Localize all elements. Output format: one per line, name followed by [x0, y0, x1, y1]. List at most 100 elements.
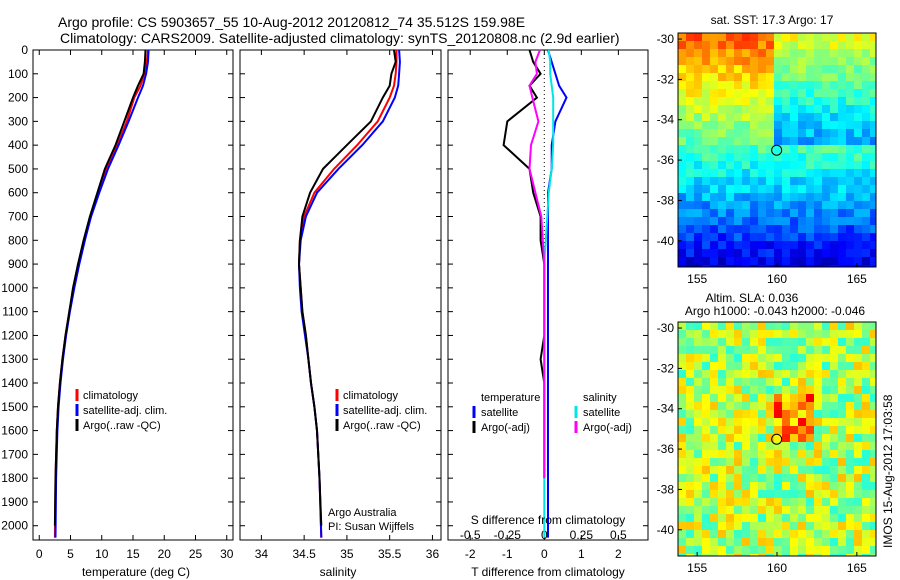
heatmap-cell — [678, 370, 687, 379]
heatmap-cell — [702, 137, 711, 146]
heatmap-cell — [726, 73, 735, 82]
heatmap-cell — [702, 554, 711, 556]
heatmap-cell — [854, 450, 863, 459]
heatmap-cell — [678, 265, 687, 267]
heatmap-cell — [742, 169, 751, 178]
heatmap-cell — [758, 522, 767, 531]
heatmap-cell — [806, 217, 815, 226]
heatmap-cell — [734, 105, 743, 114]
heatmap-cell — [718, 209, 727, 218]
heatmap-cell — [758, 129, 767, 138]
heatmap-cell — [750, 257, 759, 266]
heatmap-cell — [830, 490, 839, 499]
heatmap-cell — [814, 482, 823, 491]
heatmap-cell — [766, 65, 775, 74]
heatmap-cell — [750, 410, 759, 419]
heatmap-cell — [742, 482, 751, 491]
heatmap-cell — [678, 161, 687, 170]
heatmap-cell — [822, 530, 831, 539]
heatmap-cell — [734, 330, 743, 339]
heatmap-cell — [870, 322, 876, 331]
heatmap-cell — [782, 394, 791, 403]
heatmap-cell — [758, 410, 767, 419]
heatmap-cell — [734, 257, 743, 266]
y-tick-label: 900 — [8, 257, 28, 271]
heatmap-cell — [734, 113, 743, 122]
heatmap-cell — [718, 217, 727, 226]
y-tick-label: 100 — [8, 67, 28, 81]
heatmap-cell — [726, 209, 735, 218]
heatmap-cell — [806, 474, 815, 483]
heatmap-cell — [702, 225, 711, 234]
heatmap-cell — [798, 145, 807, 154]
heatmap-cell — [774, 370, 783, 379]
heatmap-cell — [750, 161, 759, 170]
heatmap-cell — [766, 362, 775, 371]
heatmap-cell — [862, 153, 871, 162]
legend-entry: satellite — [583, 407, 620, 419]
x-tick-label: 0 — [36, 547, 43, 561]
x-tick-label: -2 — [465, 547, 476, 561]
heatmap-cell — [766, 225, 775, 234]
heatmap-cell — [678, 362, 687, 371]
heatmap-cell — [718, 538, 727, 547]
heatmap-cell — [726, 113, 735, 122]
heatmap-cell — [870, 249, 876, 258]
heatmap-cell — [862, 378, 871, 387]
heatmap-cell — [830, 450, 839, 459]
heatmap-cell — [806, 113, 815, 122]
heatmap-cell — [838, 201, 847, 210]
heatmap-cell — [814, 450, 823, 459]
heatmap-cell — [742, 225, 751, 234]
heatmap-cell — [838, 105, 847, 114]
heatmap-cell — [766, 346, 775, 355]
heatmap-cell — [806, 322, 815, 331]
heatmap-cell — [726, 514, 735, 523]
top-x-tick-label: 0.5 — [610, 528, 627, 542]
heatmap-cell — [694, 338, 703, 347]
heatmap-cell — [822, 153, 831, 162]
heatmap-cell — [822, 442, 831, 451]
heatmap-cell — [758, 73, 767, 82]
heatmap-cell — [694, 386, 703, 395]
top-x-tick-label: 0.25 — [570, 528, 594, 542]
heatmap-cell — [766, 105, 775, 114]
heatmap-cell — [830, 105, 839, 114]
heatmap-cell — [830, 394, 839, 403]
heatmap-cell — [830, 322, 839, 331]
heatmap-cell — [846, 482, 855, 491]
y-tick-label: 1400 — [1, 376, 28, 390]
heatmap-cell — [750, 426, 759, 435]
heatmap-cell — [742, 201, 751, 210]
heatmap-cell — [862, 233, 871, 242]
heatmap-cell — [830, 426, 839, 435]
x-tick-label: 5 — [67, 547, 74, 561]
heatmap-cell — [702, 89, 711, 98]
heatmap-cell — [790, 169, 799, 178]
heatmap-cell — [678, 482, 687, 491]
heatmap-cell — [838, 265, 847, 267]
heatmap-cell — [678, 554, 687, 556]
heatmap-cell — [750, 97, 759, 106]
heatmap-cell — [758, 458, 767, 467]
heatmap-cell — [862, 201, 871, 210]
x-tick-label: -1 — [502, 547, 513, 561]
x-tick-label: 10 — [95, 547, 109, 561]
heatmap-cell — [806, 201, 815, 210]
heatmap-cell — [814, 201, 823, 210]
heatmap-cell — [854, 546, 863, 555]
heatmap-cell — [718, 169, 727, 178]
heatmap-cell — [686, 161, 695, 170]
heatmap-cell — [726, 378, 735, 387]
heatmap-cell — [838, 538, 847, 547]
heatmap-cell — [694, 217, 703, 226]
heatmap-cell — [734, 426, 743, 435]
heatmap-cell — [726, 450, 735, 459]
heatmap-cell — [814, 426, 823, 435]
heatmap-cell — [782, 498, 791, 507]
heatmap-cell — [774, 65, 783, 74]
heatmap-cell — [726, 370, 735, 379]
heatmap-cell — [694, 554, 703, 556]
heatmap-cell — [870, 105, 876, 114]
heatmap-cell — [854, 137, 863, 146]
